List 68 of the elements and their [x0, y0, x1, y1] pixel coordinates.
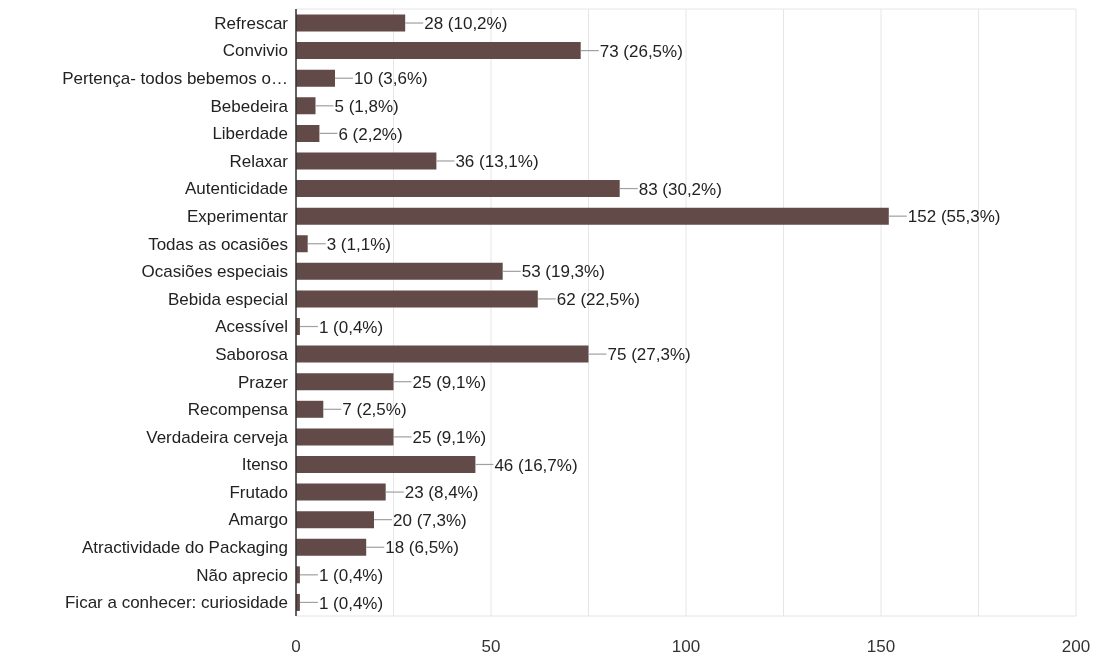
- data-label: 6 (2,2%): [338, 124, 403, 144]
- data-label: 36 (13,1%): [455, 152, 539, 172]
- y-tick-label: Todas as ocasiões: [148, 234, 288, 254]
- bar: [296, 180, 620, 198]
- y-tick-label: Amargo: [228, 510, 288, 530]
- bar: [296, 235, 308, 253]
- bar: [296, 538, 367, 556]
- data-label: 3 (1,1%): [326, 234, 391, 254]
- data-label: 152 (55,3%): [907, 207, 1001, 227]
- data-label: 23 (8,4%): [404, 483, 479, 503]
- y-tick-label: Liberdade: [212, 124, 288, 144]
- data-label: 62 (22,5%): [556, 290, 640, 310]
- y-tick-label: Atractividade do Packaging: [81, 538, 288, 558]
- y-tick-label: Convivio: [222, 41, 288, 61]
- data-label: 28 (10,2%): [424, 14, 508, 34]
- data-label: 83 (30,2%): [638, 179, 722, 199]
- x-tick-label: 100: [671, 637, 701, 657]
- x-tick-label: 50: [481, 637, 501, 657]
- x-tick-label: 0: [291, 637, 301, 657]
- bar: [296, 97, 316, 115]
- data-label: 1 (0,4%): [318, 593, 384, 613]
- data-label: 53 (19,3%): [521, 262, 605, 282]
- data-label: 18 (6,5%): [385, 538, 459, 558]
- bar: [296, 42, 581, 60]
- data-label: 1 (0,4%): [318, 317, 384, 337]
- data-label: 25 (9,1%): [412, 428, 487, 447]
- data-label: 73 (26,5%): [599, 41, 683, 61]
- bar: [296, 511, 374, 529]
- data-label: 25 (9,1%): [412, 372, 487, 392]
- x-tick-label: 150: [866, 637, 896, 657]
- data-label: 7 (2,5%): [342, 400, 407, 420]
- y-tick-label: Recompensa: [187, 400, 289, 420]
- data-label: 5 (1,8%): [334, 96, 399, 116]
- bar: [296, 455, 476, 473]
- bar: [296, 373, 394, 391]
- y-tick-label: Pertença- todos bebemos o…: [62, 69, 288, 89]
- bar: [296, 483, 386, 501]
- y-tick-label: Ocasiões especiais: [141, 262, 288, 282]
- y-tick-label: Relaxar: [229, 151, 289, 171]
- y-tick-label: Acessível: [215, 317, 288, 337]
- bar: [296, 152, 437, 170]
- bar: [296, 124, 320, 142]
- data-label: 10 (3,6%): [354, 69, 428, 89]
- bar: [296, 345, 589, 363]
- data-label: 20 (7,3%): [393, 510, 467, 530]
- y-tick-label: Experimentar: [186, 206, 289, 226]
- bar: [296, 69, 335, 87]
- data-label: 46 (16,7%): [494, 455, 578, 475]
- y-tick-label: Bebida especial: [167, 289, 288, 309]
- bar: [296, 290, 538, 308]
- y-tick-label: Não aprecio: [196, 565, 288, 585]
- y-tick-label: Refrescar: [214, 13, 289, 33]
- x-tick-label: 200: [1061, 637, 1091, 657]
- y-tick-label: Saborosa: [215, 344, 289, 364]
- bar: [296, 428, 394, 446]
- data-label: 1 (0,4%): [318, 565, 384, 585]
- y-tick-label: Verdadeira cerveja: [146, 427, 289, 447]
- y-tick-label: Frutado: [229, 482, 288, 502]
- bar: [296, 14, 406, 32]
- y-tick-label: Autenticidade: [184, 179, 288, 199]
- bar: [296, 207, 889, 225]
- y-tick-label: Ficar a conhecer: curiosidade: [64, 593, 288, 613]
- y-tick-label: Bebedeira: [210, 96, 289, 116]
- y-tick-label: Prazer: [237, 372, 289, 392]
- data-label: 75 (27,3%): [607, 345, 691, 365]
- y-tick-label: Itenso: [241, 455, 288, 475]
- bar: [296, 400, 324, 418]
- bar: [296, 262, 503, 280]
